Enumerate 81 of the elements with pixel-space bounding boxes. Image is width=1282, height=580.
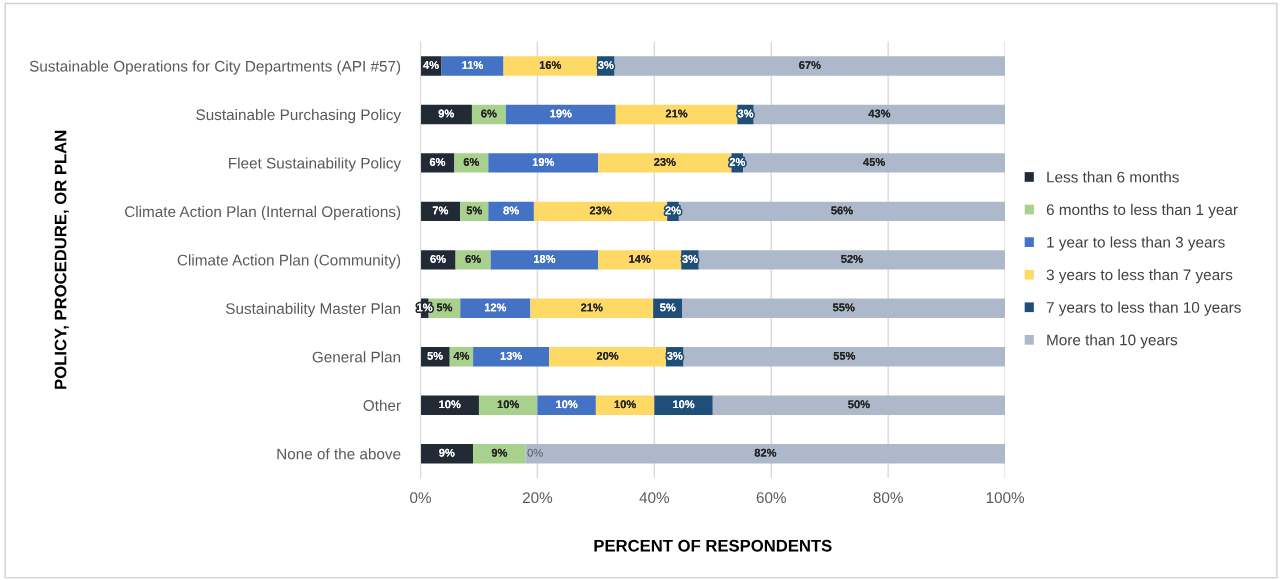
data-label: 43% xyxy=(868,109,891,118)
bar xyxy=(753,104,1006,125)
x-tick-label: 80% xyxy=(873,492,903,504)
data-label: 10% xyxy=(556,400,578,409)
bar xyxy=(488,153,599,173)
y-axis-title: POLICY, PROCEDURE, OR PLAN xyxy=(54,130,69,389)
data-label: 14% xyxy=(629,254,651,263)
data-label: 18% xyxy=(534,254,556,263)
data-label: 19% xyxy=(550,109,572,118)
data-label: 5% xyxy=(466,206,483,215)
data-label: 9% xyxy=(438,109,454,118)
x-tick-label: 20% xyxy=(522,492,553,504)
data-label: 7% xyxy=(432,206,449,215)
bar xyxy=(682,298,1006,318)
x-tick-label: 100% xyxy=(986,492,1025,504)
data-label: 3% xyxy=(667,351,683,360)
y-tick-label: General Plan xyxy=(312,351,401,363)
data-label: 3% xyxy=(737,109,754,118)
x-tick-label: 60% xyxy=(756,492,786,504)
data-label: 19% xyxy=(532,158,555,166)
data-label: 10% xyxy=(439,400,461,409)
data-label: 3% xyxy=(682,254,698,263)
data-label: 20% xyxy=(596,351,619,360)
data-label: 10% xyxy=(614,400,636,409)
data-label: 11% xyxy=(462,61,484,69)
data-label: 23% xyxy=(589,206,612,215)
y-tick-label: Climate Action Plan (Community) xyxy=(177,254,401,269)
x-tick-label: 40% xyxy=(639,492,670,504)
annotation: 0% xyxy=(527,448,543,457)
bar xyxy=(614,56,1006,76)
legend-label: More than 10 years xyxy=(1047,334,1178,349)
y-tick-label: None of the above xyxy=(277,448,401,460)
data-label: 55% xyxy=(833,351,856,360)
data-label: 82% xyxy=(754,448,777,457)
legend-label: Less than 6 months xyxy=(1047,171,1179,183)
data-label: 16% xyxy=(539,61,562,69)
y-tick-label: Climate Action Plan (Internal Operations) xyxy=(125,205,401,221)
data-label: 50% xyxy=(848,400,870,409)
data-label: 13% xyxy=(500,351,522,360)
data-label: 5% xyxy=(427,351,443,360)
data-label: 21% xyxy=(665,109,688,118)
data-label: 21% xyxy=(581,303,603,312)
data-label: 9% xyxy=(491,448,508,457)
data-label: 4% xyxy=(423,61,439,69)
y-tick-label: Other xyxy=(363,399,401,411)
bar xyxy=(525,444,1006,464)
y-tick-label: Sustainability Master Plan xyxy=(225,302,401,318)
bar xyxy=(743,153,1006,173)
x-axis-title: PERCENT OF RESPONDENTS xyxy=(594,539,832,552)
legend-label: 7 years to less than 10 years xyxy=(1046,301,1241,316)
legend-label: 1 year to less than 3 years xyxy=(1047,236,1225,251)
data-label: 6% xyxy=(430,254,446,263)
y-tick-label: Fleet Sustainability Policy xyxy=(229,157,402,172)
legend-label: 6 months to less than 1 year xyxy=(1046,203,1238,219)
y-tick-label: Sustainable Operations for City Departments (API #57) xyxy=(29,60,401,75)
data-label: 9% xyxy=(439,448,455,457)
bar xyxy=(698,250,1006,270)
data-label: 6% xyxy=(429,158,446,166)
data-label: 5% xyxy=(436,303,453,312)
data-label: 52% xyxy=(841,254,863,263)
x-tick-label: 0% xyxy=(410,492,431,504)
data-label: 3% xyxy=(598,61,614,69)
data-label: 55% xyxy=(832,303,855,312)
data-label: 45% xyxy=(863,158,885,166)
bar xyxy=(712,395,1006,415)
data-label: 67% xyxy=(799,61,821,69)
data-label: 6% xyxy=(463,158,480,166)
data-label: 6% xyxy=(481,109,497,118)
y-tick-label: Sustainable Purchasing Policy xyxy=(196,108,402,124)
data-label: 5% xyxy=(660,303,676,312)
data-label: 23% xyxy=(654,158,676,166)
data-label: 12% xyxy=(484,303,507,312)
bar xyxy=(490,250,599,270)
data-label: 6% xyxy=(465,254,481,263)
data-label: 8% xyxy=(503,206,519,215)
data-label: 56% xyxy=(831,206,853,215)
data-label: 10% xyxy=(673,400,695,409)
legend-label: 3 years to less than 7 years xyxy=(1046,269,1233,284)
data-label: 4% xyxy=(453,351,470,360)
bar xyxy=(683,347,1006,367)
data-label: 10% xyxy=(497,400,520,409)
